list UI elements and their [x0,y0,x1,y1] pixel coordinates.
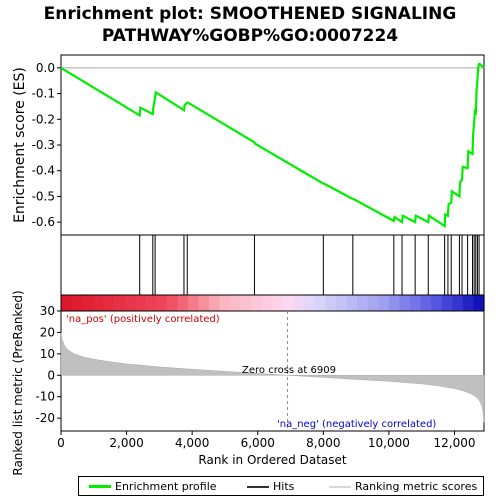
band-segment [261,295,274,311]
zero-cross-annotation: Zero cross at 6909 [242,365,336,376]
metric-xtick-label: 4,000 [175,436,209,450]
metric-xtick-label: 0 [57,436,65,450]
band-segment [103,295,115,311]
es-ytick-label: -0.3 [32,138,55,152]
band-segment [251,295,263,311]
neg-annotation: 'na_neg' (negatively correlated) [277,419,436,430]
band-segment [177,295,189,311]
band-segment [431,295,443,311]
metric-xtick-label: 8,000 [306,436,340,450]
metric-xlabel: Rank in Ordered Dataset [198,453,346,467]
band-segment [230,295,242,311]
legend-label-metric: Ranking metric scores [355,480,478,493]
band-segment [156,295,168,311]
band-segment [346,295,358,311]
metric-ytick-label: 20 [40,325,55,339]
band-segment [61,295,73,311]
metric-ylabel: Ranked list metric (PreRanked) [11,290,25,475]
chart-title-line-2: PATHWAY%GOBP%GO:0007224 [101,26,399,46]
legend-label-hits: Hits [273,480,295,493]
metric-ytick-label: -20 [35,411,55,425]
band-segment [92,295,104,311]
hits-frame [60,234,485,296]
es-ytick-label: -0.5 [32,189,55,203]
pos-annotation: 'na_pos' (positively correlated) [66,314,220,325]
band-segment [71,295,83,311]
band-segment [441,295,453,311]
enrichment-swatch [89,485,111,488]
metric-xtick-label: 12,000 [433,436,475,450]
band-segment [124,295,136,311]
band-segment [135,295,147,311]
band-segment [219,295,231,311]
band-segment [113,295,126,311]
hits-swatch [247,485,269,488]
legend-item-metric: Ranking metric scores [329,480,477,493]
metric-xtick-label: 6,000 [241,436,275,450]
band-segment [145,295,157,311]
band-segment [388,295,400,311]
band-segment [420,295,432,311]
band-segment [198,295,210,311]
metric-ytick-label: 10 [40,347,55,361]
chart-title-line-1: Enrichment plot: SMOOTHENED SIGNALING [43,4,457,24]
band-segment [293,295,305,311]
es-ytick-label: -0.1 [32,87,55,101]
band-segment [314,295,326,311]
band-segment [187,295,200,311]
band-segment [325,295,337,311]
enrichment-line [60,62,485,228]
band-segment [240,295,252,311]
band-segment [378,295,390,311]
band-segment [304,295,316,311]
metric-area [60,332,485,423]
band-segment [82,295,94,311]
es-ytick-label: -0.6 [32,215,55,229]
band-segment [367,295,379,311]
metric-xtick-label: 10,000 [368,436,410,450]
band-segment [272,295,284,311]
band-segment [209,295,221,311]
es-ytick-label: -0.4 [32,164,55,178]
es-ytick-label: 0.0 [36,61,55,75]
band-segment [409,295,422,311]
band-segment [399,295,411,311]
legend: Enrichment profile Hits Ranking metric s… [78,476,484,496]
es-frame [60,54,485,236]
legend-item-hits: Hits [247,480,294,493]
band-segment [452,295,464,311]
band-segment [335,295,348,311]
metric-ytick-label: 30 [40,304,55,318]
es-ytick-label: -0.2 [32,112,55,126]
metric-xtick-label: 2,000 [109,436,143,450]
band-segment [357,295,369,311]
ranking-color-band [60,294,485,312]
band-segment [473,295,485,311]
legend-item-enrichment: Enrichment profile [89,480,217,493]
legend-label-enrichment: Enrichment profile [115,480,217,493]
hits-panel [60,234,485,296]
metric-ytick-label: 0 [47,368,55,382]
es-ylabel: Enrichment score (ES) [12,67,28,223]
band-segment [283,295,295,311]
metric-swatch [329,485,351,488]
band-segment [462,295,475,311]
metric-ytick-label: -10 [35,390,55,404]
es-panel: 0.0 -0.1 -0.2 -0.3 -0.4 -0.5 -0.6 Enrichment sc… [12,54,485,236]
band-segment [166,295,178,311]
